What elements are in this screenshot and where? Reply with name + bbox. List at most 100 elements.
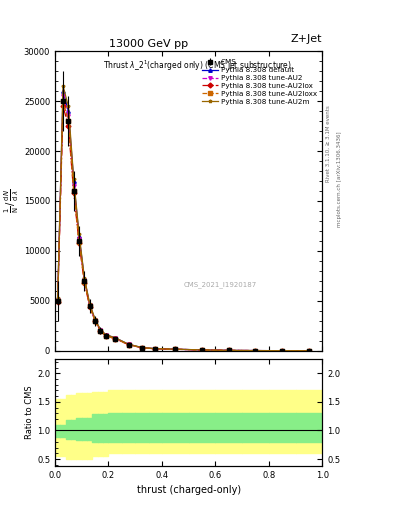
X-axis label: thrust (charged-only): thrust (charged-only) [137,485,241,495]
Pythia 8.308 tune-AU2lox [61,103,65,109]
Pythia 8.308 tune-AU2lox [153,346,158,352]
Pythia 8.308 default [103,332,108,338]
Pythia 8.308 tune-AU2 [61,93,65,99]
Pythia 8.308 default [66,108,71,114]
Pythia 8.308 tune-AU2loxx [153,346,158,352]
Pythia 8.308 tune-AU2m [280,348,285,354]
Pythia 8.308 tune-AU2 [82,277,87,283]
Pythia 8.308 tune-AU2lox [226,347,231,353]
Pythia 8.308 tune-AU2loxx [113,335,118,342]
Legend: CMS, Pythia 8.308 default, Pythia 8.308 tune-AU2, Pythia 8.308 tune-AU2lox, Pyth: CMS, Pythia 8.308 default, Pythia 8.308 … [201,58,319,106]
Pythia 8.308 tune-AU2m [87,301,92,307]
Pythia 8.308 tune-AU2 [93,317,97,324]
Pythia 8.308 tune-AU2m [72,176,76,182]
Pythia 8.308 tune-AU2lox [113,336,118,342]
Pythia 8.308 default [140,345,144,351]
Text: Z+Jet: Z+Jet [291,34,322,44]
Pythia 8.308 tune-AU2lox [307,348,311,354]
Line: Pythia 8.308 default: Pythia 8.308 default [56,90,310,352]
Pythia 8.308 default [173,346,178,352]
Pythia 8.308 tune-AU2loxx [93,318,97,324]
Pythia 8.308 tune-AU2loxx [200,347,204,353]
Pythia 8.308 tune-AU2loxx [77,239,81,245]
Pythia 8.308 tune-AU2loxx [103,333,108,339]
Pythia 8.308 tune-AU2 [66,113,71,119]
Pythia 8.308 tune-AU2 [173,346,178,352]
Pythia 8.308 default [87,302,92,308]
Pythia 8.308 tune-AU2lox [126,342,131,348]
Pythia 8.308 tune-AU2m [200,347,204,353]
Pythia 8.308 tune-AU2lox [98,328,103,334]
Pythia 8.308 tune-AU2m [103,332,108,338]
Pythia 8.308 tune-AU2m [77,231,81,237]
Pythia 8.308 default [77,233,81,239]
Pythia 8.308 tune-AU2loxx [98,328,103,334]
Pythia 8.308 tune-AU2lox [55,299,60,305]
Pythia 8.308 tune-AU2m [140,345,144,351]
Y-axis label: Ratio to CMS: Ratio to CMS [25,386,34,439]
Pythia 8.308 tune-AU2loxx [72,188,76,194]
Pythia 8.308 tune-AU2m [66,103,71,109]
Pythia 8.308 tune-AU2loxx [82,279,87,285]
Pythia 8.308 tune-AU2lox [173,346,178,352]
Pythia 8.308 tune-AU2 [72,183,76,189]
Pythia 8.308 tune-AU2 [87,302,92,308]
Pythia 8.308 default [307,348,311,354]
Y-axis label: $\frac{1}{\mathrm{N}}\,/\,\frac{\mathrm{d}N}{\mathrm{d}\,\lambda}$: $\frac{1}{\mathrm{N}}\,/\,\frac{\mathrm{… [3,189,21,213]
Pythia 8.308 default [253,348,258,354]
Pythia 8.308 tune-AU2lox [280,348,285,354]
Pythia 8.308 tune-AU2lox [200,347,204,353]
Pythia 8.308 default [61,88,65,94]
Pythia 8.308 tune-AU2lox [140,345,144,351]
Pythia 8.308 tune-AU2lox [66,123,71,129]
Pythia 8.308 default [93,317,97,323]
Pythia 8.308 tune-AU2loxx [140,345,144,351]
Text: Thrust $\lambda\_2^1$(charged only) (CMS jet substructure): Thrust $\lambda\_2^1$(charged only) (CMS… [103,59,292,73]
Pythia 8.308 tune-AU2 [200,347,204,353]
Pythia 8.308 tune-AU2lox [103,333,108,339]
Pythia 8.308 tune-AU2lox [93,318,97,325]
Pythia 8.308 tune-AU2 [126,342,131,348]
Pythia 8.308 tune-AU2m [153,346,158,352]
Line: Pythia 8.308 tune-AU2: Pythia 8.308 tune-AU2 [56,94,310,352]
Pythia 8.308 default [126,341,131,347]
Line: Pythia 8.308 tune-AU2m: Pythia 8.308 tune-AU2m [56,84,310,352]
Text: Rivet 3.1.10, ≥ 3.1M events: Rivet 3.1.10, ≥ 3.1M events [326,105,331,182]
Pythia 8.308 tune-AU2 [77,236,81,242]
Pythia 8.308 tune-AU2 [103,332,108,338]
Pythia 8.308 default [55,296,60,302]
Pythia 8.308 tune-AU2m [113,335,118,341]
Pythia 8.308 default [72,178,76,184]
Pythia 8.308 tune-AU2m [98,327,103,333]
Pythia 8.308 tune-AU2 [98,327,103,333]
Title: 13000 GeV pp: 13000 GeV pp [109,39,188,49]
Pythia 8.308 tune-AU2loxx [226,347,231,353]
Pythia 8.308 tune-AU2m [82,275,87,281]
Pythia 8.308 default [82,276,87,282]
Pythia 8.308 tune-AU2m [253,348,258,354]
Pythia 8.308 tune-AU2m [307,348,311,354]
Pythia 8.308 tune-AU2loxx [126,342,131,348]
Pythia 8.308 tune-AU2m [55,295,60,301]
Pythia 8.308 default [280,348,285,354]
Line: Pythia 8.308 tune-AU2lox: Pythia 8.308 tune-AU2lox [56,104,310,352]
Pythia 8.308 tune-AU2 [280,348,285,354]
Pythia 8.308 tune-AU2 [226,347,231,353]
Pythia 8.308 tune-AU2loxx [66,118,71,124]
Pythia 8.308 tune-AU2m [93,316,97,323]
Pythia 8.308 tune-AU2loxx [280,348,285,354]
Pythia 8.308 tune-AU2loxx [55,298,60,304]
Pythia 8.308 tune-AU2 [140,345,144,351]
Pythia 8.308 tune-AU2m [226,347,231,353]
Pythia 8.308 tune-AU2loxx [173,346,178,352]
Pythia 8.308 tune-AU2loxx [307,348,311,354]
Pythia 8.308 tune-AU2m [61,83,65,89]
Pythia 8.308 tune-AU2lox [72,190,76,196]
Pythia 8.308 tune-AU2lox [82,280,87,286]
Pythia 8.308 tune-AU2 [253,348,258,354]
Pythia 8.308 tune-AU2loxx [61,98,65,104]
Pythia 8.308 tune-AU2 [307,348,311,354]
Pythia 8.308 tune-AU2lox [253,348,258,354]
Pythia 8.308 tune-AU2 [153,346,158,352]
Line: Pythia 8.308 tune-AU2loxx: Pythia 8.308 tune-AU2loxx [56,99,310,352]
